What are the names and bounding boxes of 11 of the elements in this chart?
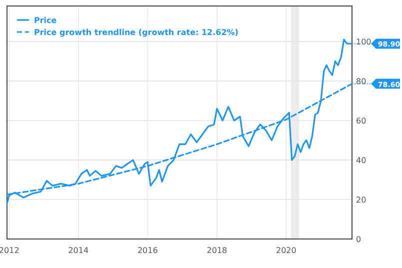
legend-label: Price: [34, 16, 58, 25]
x-tick-label: 2016: [137, 246, 158, 255]
x-tick-label: 2020: [276, 246, 296, 255]
legend-label: Price growth trendline (growth rate: 12.62%): [34, 28, 238, 37]
y-tick-label: 80: [356, 77, 366, 86]
y-tick-label: 0: [356, 235, 362, 244]
x-tick-label: 2014: [68, 246, 89, 255]
y-tick-label: 20: [356, 196, 366, 205]
y-tick-label: 40: [356, 156, 366, 166]
y-tick-label: 60: [356, 116, 366, 126]
x-tick-label: 2018: [206, 246, 228, 255]
